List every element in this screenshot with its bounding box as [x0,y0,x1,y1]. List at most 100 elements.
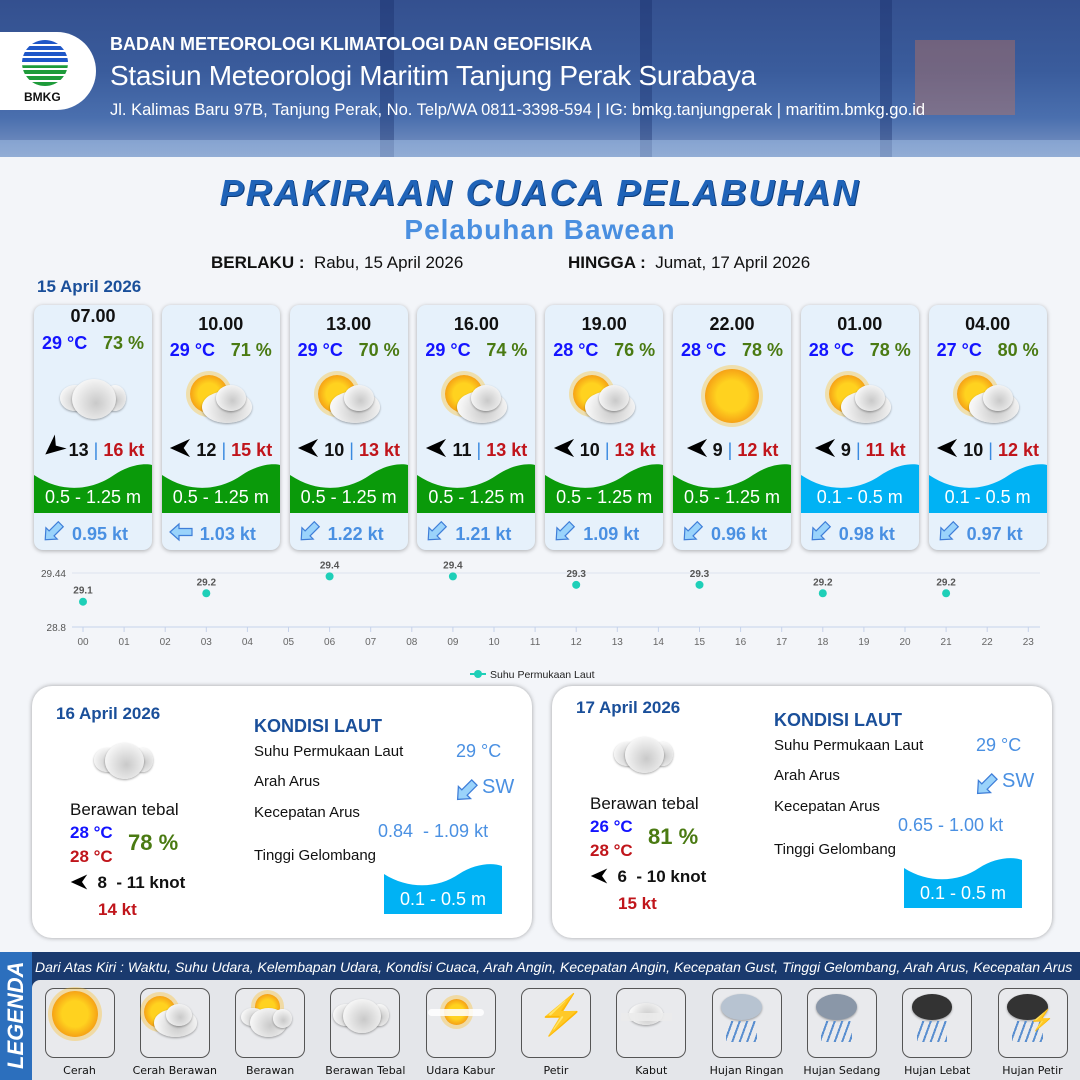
x-tick-label: 00 [77,637,89,648]
petir-icon: ⚡ [521,988,591,1058]
sea-condition-title: KONDISI LAUT [254,716,382,736]
legend-item-label: Hujan Petir [1002,1064,1063,1077]
wind: 13 | 16 kt [34,434,152,461]
gust-speed: 13 kt [614,440,656,460]
wind-speed: 10 [963,440,984,460]
cerah-berawan-weather-icon [825,367,895,427]
weather-condition: Berawan tebal [590,794,699,813]
wind-speed: 13 [68,440,89,460]
wind: 10 | 13 kt [290,437,408,461]
forecast-card-10.00: 10.00 29 °C 71 % 12 | 15 kt 0.5 - 1.25 m… [161,305,280,550]
cerah-berawan-weather-icon [186,367,256,427]
valid-to-value: Jumat, 17 April 2026 [655,253,811,272]
humidity: 76 % [614,340,656,360]
x-tick-label: 02 [160,637,172,648]
valid-to: HINGGA : Jumat, 17 April 2026 [568,253,810,273]
current: 1.21 kt [423,519,529,550]
current-direction-arrow-icon [551,519,577,550]
legend-item-hujan-ringan: Hujan Ringan [699,988,794,1077]
current: 0.96 kt [679,519,785,550]
station-contact: Jl. Kalimas Baru 97B, Tanjung Perak, No.… [110,101,926,119]
forecast-time: 22.00 [709,314,755,334]
x-tick-label: 22 [982,637,994,648]
data-label: 29.3 [690,569,710,580]
wind-speed-range: 6 - 10 knot [617,867,707,886]
current-direction-arrow-icon [679,519,705,550]
forecast-time: 07.00 [70,306,116,326]
wind-direction-arrow-icon [814,438,836,460]
y-tick-label: 29.44 [41,569,66,580]
temperature-min: 26 °C [590,817,633,836]
wave-height: 0.5 - 1.25 m [172,487,269,507]
current-direction-arrow-icon [935,519,961,550]
cerah-icon [44,988,115,1058]
wind-direction-arrow-icon [686,438,708,460]
x-tick-label: 15 [694,637,706,648]
legend-items: Cerah Cerah Berawan Berawan Berawan Tebal Ud… [32,980,1080,1080]
forecast-time: 13.00 [326,314,372,334]
current-direction-arrow-icon [452,777,480,810]
forecast-card-22.00: 22.00 28 °C 78 % 9 | 12 kt 0.5 - 1.25 m … [673,305,791,550]
air-temperature: 27 °C [936,340,982,360]
wave-height: 0.1 - 0.5 m [399,889,487,909]
forecast-time: 10.00 [198,314,244,334]
x-tick-label: 23 [1023,637,1035,648]
wave-height: 0.1 - 0.5 m [919,883,1007,903]
current-speed: 0.65 - 1.00 kt [898,815,1004,835]
gust-speed: 15 kt [231,440,273,460]
logo-text: BMKG [24,90,61,104]
wind-direction-arrow-icon [297,438,319,460]
forecast-time: 16.00 [453,314,499,334]
hujan-lebat-icon [902,988,973,1058]
wave-icon [384,864,502,914]
wave-height: 0.5 - 1.25 m [300,487,397,507]
data-label: 29.1 [73,586,93,597]
x-tick-label: 11 [530,637,541,648]
current-speed-label: Kecepatan Arus [774,798,880,815]
data-label: 29.2 [936,577,956,588]
wave-height-label: Tinggi Gelombang [254,847,377,864]
current-direction-label: Arah Arus [774,767,840,784]
legend-item-label: Kabut [635,1064,668,1077]
wind-speed: 12 [196,440,217,460]
current-direction-arrow-icon [807,519,833,550]
gust-speed: 12 kt [997,440,1039,460]
wind: 9 | 12 kt [673,437,791,461]
day-date: 17 April 2026 [576,698,681,717]
legend-item-hujan-sedang: Hujan Sedang [794,988,889,1077]
port-name: Pelabuhan Bawean [404,214,676,245]
cerah-berawan-weather-icon [953,367,1023,427]
current-direction-arrow-icon [423,519,449,550]
temperature-min: 28 °C [70,823,113,842]
wave-height: 0.1 - 0.5 m [816,487,903,507]
berawan-tebal-weather-icon [58,367,128,427]
x-tick-label: 16 [735,637,747,648]
current-speed: 1.21 kt [455,524,512,544]
wind: 8 - 11 knot [70,873,185,893]
data-label: 29.2 [197,577,217,588]
wave-height: 0.1 - 0.5 m [944,487,1031,507]
legend-item-berawan: Berawan [223,988,318,1077]
current-speed: 0.97 kt [966,524,1023,544]
wind: 10 | 12 kt [929,437,1047,461]
humidity: 80 % [997,340,1039,360]
berawan-tebal-icon [330,988,401,1058]
header-banner: BMKG BADAN METEOROLOGI KLIMATOLOGI DAN G… [0,0,1080,157]
humidity: 71 % [230,340,272,360]
hujan-sedang-icon [806,988,877,1058]
wind: 10 | 13 kt [545,437,663,461]
wind-direction-arrow-icon [590,867,608,886]
udara-kabur-icon [425,988,496,1058]
y-tick-label: 28.8 [47,623,67,634]
legend-item-label: Berawan Tebal [325,1064,406,1077]
legend-title: LEGENDA [3,961,28,1069]
x-tick-label: 13 [612,637,624,648]
current: 0.97 kt [935,519,1041,550]
data-point [695,580,704,589]
wind-speed: 10 [579,440,600,460]
valid-from-label: BERLAKU : [211,253,305,272]
data-point [79,597,87,606]
forecast-card-01.00: 01.00 28 °C 78 % 9 | 11 kt 0.1 - 0.5 m 0… [800,305,919,550]
legend-item-label: Cerah Berawan [132,1064,218,1077]
current-speed: 0.95 kt [72,524,129,544]
